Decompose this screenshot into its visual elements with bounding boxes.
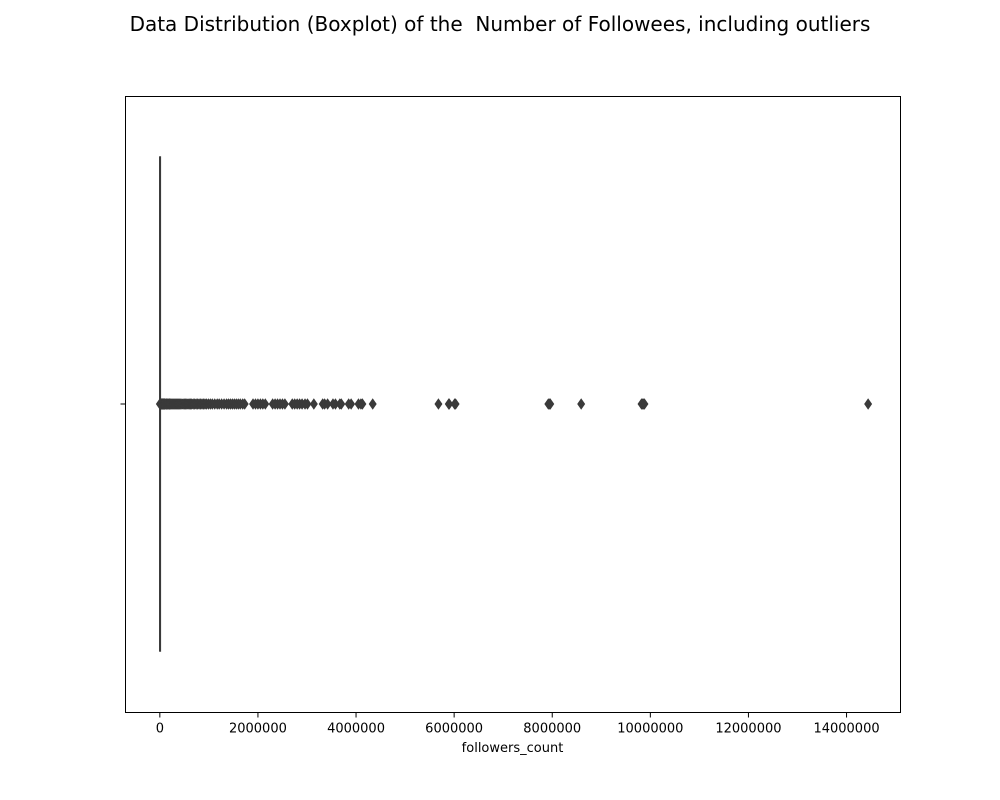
outlier-point [546, 398, 555, 410]
outlier-point [303, 398, 312, 410]
chart-title: Data Distribution (Boxplot) of the Numbe… [129, 12, 871, 36]
outlier-point [323, 398, 332, 410]
x-tick-label: 4000000 [327, 722, 385, 737]
x-tick-label: 14000000 [813, 722, 879, 737]
x-tick-label: 0 [156, 722, 164, 737]
x-tick-label: 10000000 [617, 722, 683, 737]
x-tick-label: 2000000 [229, 722, 287, 737]
x-axis: 0 2000000 4000000 6000000 8000000 10000000 120… [156, 712, 880, 737]
outlier-point [309, 398, 318, 410]
outlier-point [347, 398, 356, 410]
outlier-point [280, 398, 289, 410]
outlier-point [358, 398, 367, 410]
outlier-point [577, 398, 586, 410]
plot-content [155, 156, 873, 652]
outlier-point [337, 398, 346, 410]
x-tick-label: 12000000 [715, 722, 781, 737]
x-axis-label: followers_count [462, 741, 564, 756]
outlier-point [451, 398, 460, 410]
outlier-point [434, 398, 443, 410]
x-tick-label: 8000000 [523, 722, 581, 737]
outlier-point [445, 398, 454, 410]
x-tick-label: 6000000 [425, 722, 483, 737]
outlier-point [640, 398, 649, 410]
outlier-point [240, 398, 249, 410]
outlier-point [368, 398, 377, 410]
outlier-point [261, 398, 270, 410]
outlier-point [864, 398, 873, 410]
